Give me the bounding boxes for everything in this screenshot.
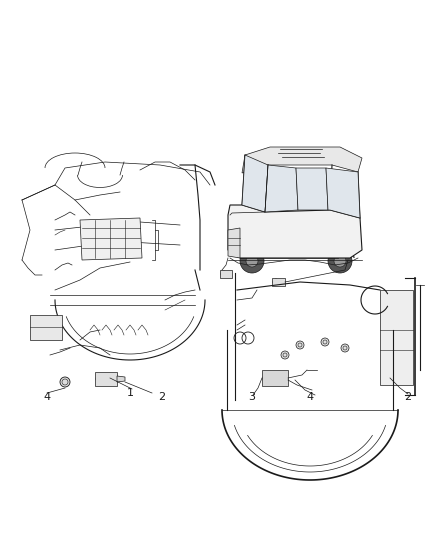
Polygon shape bbox=[30, 315, 62, 340]
Polygon shape bbox=[228, 205, 362, 258]
Circle shape bbox=[328, 249, 352, 273]
Polygon shape bbox=[380, 290, 413, 385]
Text: 4: 4 bbox=[307, 392, 314, 402]
Circle shape bbox=[273, 279, 279, 285]
Text: 2: 2 bbox=[404, 392, 412, 402]
Circle shape bbox=[51, 317, 57, 323]
Polygon shape bbox=[117, 376, 125, 382]
Text: 1: 1 bbox=[127, 388, 134, 398]
Polygon shape bbox=[326, 168, 360, 218]
Polygon shape bbox=[296, 168, 328, 210]
Circle shape bbox=[96, 375, 104, 383]
Text: 4: 4 bbox=[43, 392, 50, 402]
Text: 2: 2 bbox=[159, 392, 166, 402]
Circle shape bbox=[321, 338, 329, 346]
Circle shape bbox=[240, 249, 264, 273]
Circle shape bbox=[35, 317, 41, 323]
Polygon shape bbox=[228, 228, 240, 258]
Polygon shape bbox=[262, 370, 288, 386]
Polygon shape bbox=[265, 165, 298, 212]
Circle shape bbox=[246, 255, 258, 267]
Polygon shape bbox=[242, 147, 362, 173]
Circle shape bbox=[263, 373, 273, 383]
Text: 3: 3 bbox=[248, 392, 255, 402]
Circle shape bbox=[334, 255, 346, 267]
Polygon shape bbox=[220, 270, 232, 278]
Polygon shape bbox=[242, 155, 268, 212]
Polygon shape bbox=[272, 278, 285, 286]
Circle shape bbox=[221, 271, 227, 277]
Polygon shape bbox=[80, 218, 142, 260]
Circle shape bbox=[60, 377, 70, 387]
Polygon shape bbox=[95, 372, 117, 386]
Circle shape bbox=[281, 351, 289, 359]
Circle shape bbox=[296, 341, 304, 349]
Circle shape bbox=[341, 344, 349, 352]
